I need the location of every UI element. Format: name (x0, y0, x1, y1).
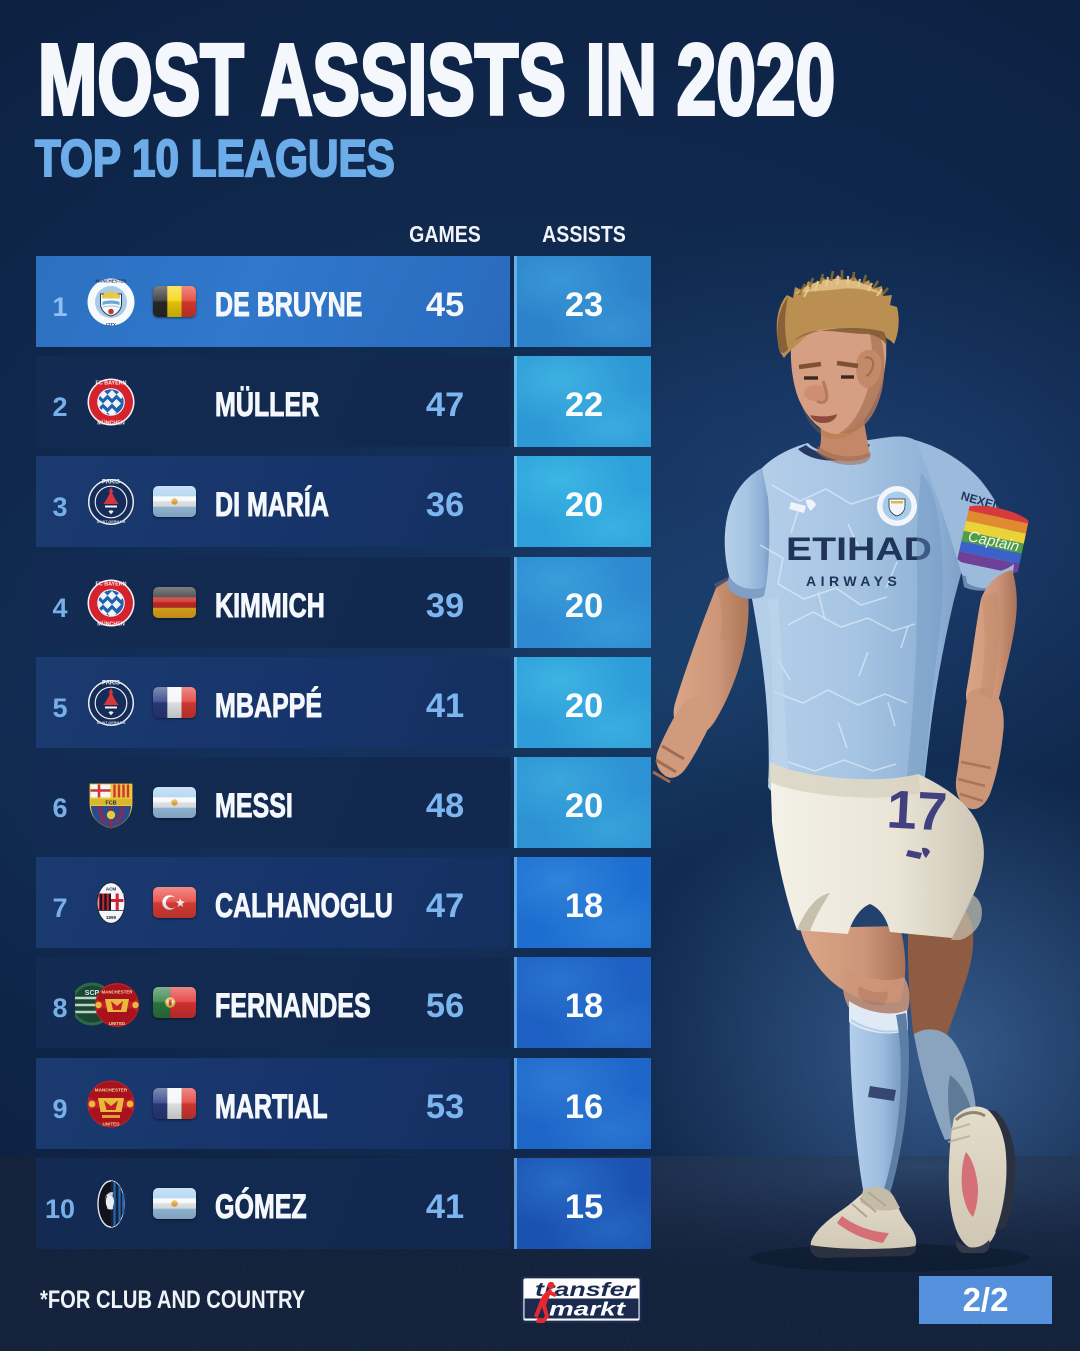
svg-text:MANCHESTER: MANCHESTER (95, 1087, 128, 1092)
svg-text:transfer: transfer (535, 1279, 637, 1301)
svg-text:FCB: FCB (105, 800, 116, 806)
svg-text:SAINT-GERMAIN: SAINT-GERMAIN (97, 721, 126, 725)
svg-text:MÜNCHEN: MÜNCHEN (97, 620, 125, 627)
svg-text:SAINT-GERMAIN: SAINT-GERMAIN (97, 520, 126, 524)
svg-text:17: 17 (885, 779, 948, 842)
svg-text:MANCHESTER: MANCHESTER (96, 278, 128, 283)
svg-text:FC BAYERN: FC BAYERN (96, 581, 127, 587)
svg-text:ETIHAD: ETIHAD (786, 531, 932, 567)
svg-text:CITY: CITY (106, 322, 116, 327)
svg-text:markt: markt (549, 1299, 627, 1321)
svg-text:UNITED: UNITED (109, 1021, 125, 1026)
svg-text:UNITED: UNITED (102, 1121, 120, 1126)
svg-text:1899: 1899 (106, 915, 117, 920)
svg-text:MANCHESTER: MANCHESTER (102, 989, 134, 994)
svg-text:PARIS: PARIS (102, 680, 120, 686)
svg-text:ACM: ACM (106, 886, 117, 891)
svg-text:AIRWAYS: AIRWAYS (806, 573, 901, 589)
svg-text:MÜNCHEN: MÜNCHEN (97, 419, 125, 426)
svg-text:PARIS: PARIS (102, 479, 120, 485)
svg-text:SCP: SCP (85, 990, 100, 997)
svg-text:FC BAYERN: FC BAYERN (96, 380, 127, 386)
